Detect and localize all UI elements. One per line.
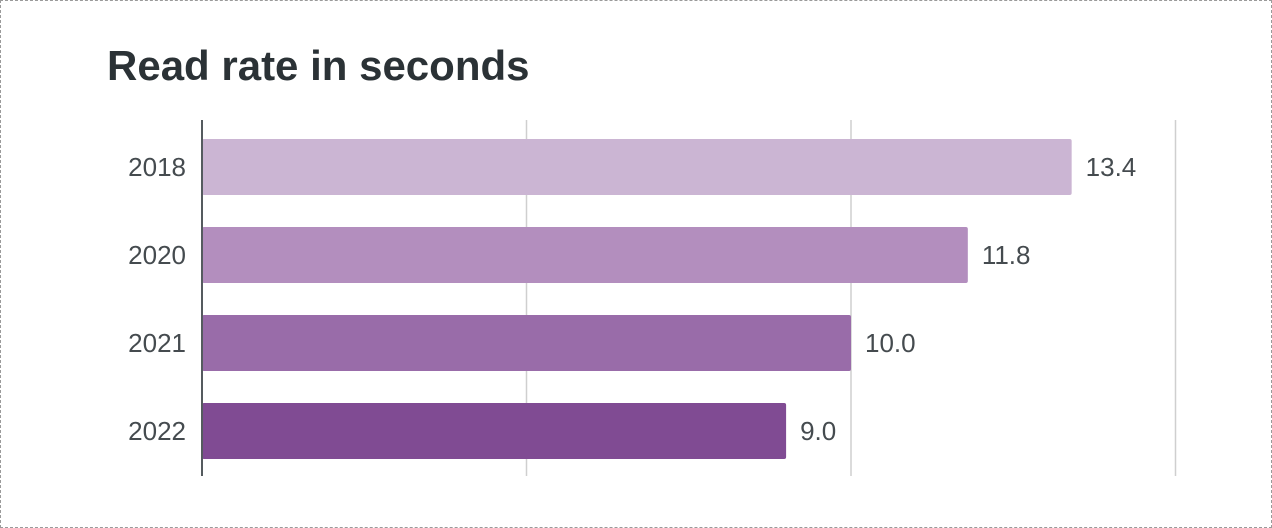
tick-label-2021: 2021 — [128, 328, 186, 358]
bar-2020 — [202, 227, 968, 283]
value-label-2022: 9.0 — [800, 416, 836, 446]
bar-2018 — [202, 139, 1072, 195]
tick-label-2018: 2018 — [128, 152, 186, 182]
chart-title: Read rate in seconds — [107, 42, 530, 89]
category-tick-labels: 2018 2020 2021 2022 — [128, 152, 186, 446]
value-label-2018: 13.4 — [1086, 152, 1137, 182]
value-label-2021: 10.0 — [865, 328, 916, 358]
bar-2022 — [202, 403, 787, 459]
tick-label-2020: 2020 — [128, 240, 186, 270]
value-label-2020: 11.8 — [982, 240, 1031, 270]
tick-label-2022: 2022 — [128, 416, 186, 446]
value-labels: 13.4 11.8 10.0 9.0 — [800, 152, 1136, 446]
bars — [202, 139, 1072, 459]
bar-2021 — [202, 315, 851, 371]
